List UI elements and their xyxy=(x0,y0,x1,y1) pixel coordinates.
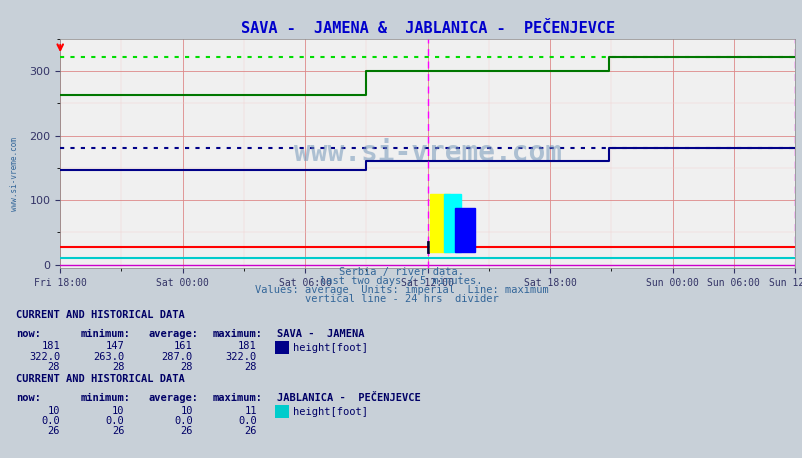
Text: 0.0: 0.0 xyxy=(238,416,257,425)
Text: minimum:: minimum: xyxy=(80,329,130,338)
Text: 28: 28 xyxy=(244,362,257,371)
Text: 0.0: 0.0 xyxy=(42,416,60,425)
Text: Serbia / river data.: Serbia / river data. xyxy=(338,267,464,277)
Bar xyxy=(454,208,474,252)
Text: 287.0: 287.0 xyxy=(161,352,192,361)
Text: CURRENT AND HISTORICAL DATA: CURRENT AND HISTORICAL DATA xyxy=(16,375,184,384)
Text: 10: 10 xyxy=(180,406,192,415)
Text: height[foot]: height[foot] xyxy=(293,408,367,417)
Text: 26: 26 xyxy=(47,426,60,436)
Text: 28: 28 xyxy=(111,362,124,371)
Text: 0.0: 0.0 xyxy=(106,416,124,425)
Text: maximum:: maximum: xyxy=(213,329,262,338)
Text: www.si-vreme.com: www.si-vreme.com xyxy=(294,139,561,168)
Text: 10: 10 xyxy=(47,406,60,415)
Text: 181: 181 xyxy=(42,342,60,351)
Text: 263.0: 263.0 xyxy=(93,352,124,361)
Text: now:: now: xyxy=(16,393,41,403)
Text: average:: average: xyxy=(148,329,198,338)
Text: 181: 181 xyxy=(238,342,257,351)
Text: www.si-vreme.com: www.si-vreme.com xyxy=(10,137,18,211)
Text: now:: now: xyxy=(16,329,41,338)
Text: CURRENT AND HISTORICAL DATA: CURRENT AND HISTORICAL DATA xyxy=(16,311,184,320)
Text: 11: 11 xyxy=(244,406,257,415)
Text: 28: 28 xyxy=(47,362,60,371)
Text: Values: average  Units: imperial  Line: maximum: Values: average Units: imperial Line: ma… xyxy=(254,285,548,295)
Text: maximum:: maximum: xyxy=(213,393,262,403)
Text: 322.0: 322.0 xyxy=(225,352,257,361)
Text: SAVA -  JAMENA: SAVA - JAMENA xyxy=(277,329,364,338)
Text: 322.0: 322.0 xyxy=(29,352,60,361)
Bar xyxy=(443,194,461,252)
Text: 26: 26 xyxy=(244,426,257,436)
Text: vertical line - 24 hrs  divider: vertical line - 24 hrs divider xyxy=(304,294,498,304)
Text: last two days / 5 minutes.: last two days / 5 minutes. xyxy=(320,276,482,286)
Text: 26: 26 xyxy=(111,426,124,436)
Text: height[foot]: height[foot] xyxy=(293,344,367,353)
Bar xyxy=(430,194,450,252)
Text: 10: 10 xyxy=(111,406,124,415)
Text: 147: 147 xyxy=(106,342,124,351)
Text: 161: 161 xyxy=(174,342,192,351)
Text: minimum:: minimum: xyxy=(80,393,130,403)
Text: JABLANICA -  PEČENJEVCE: JABLANICA - PEČENJEVCE xyxy=(277,393,420,403)
Text: 28: 28 xyxy=(180,362,192,371)
Text: average:: average: xyxy=(148,393,198,403)
Text: 0.0: 0.0 xyxy=(174,416,192,425)
Title: SAVA -  JAMENA &  JABLANICA -  PEČENJEVCE: SAVA - JAMENA & JABLANICA - PEČENJEVCE xyxy=(241,22,614,36)
Text: 26: 26 xyxy=(180,426,192,436)
